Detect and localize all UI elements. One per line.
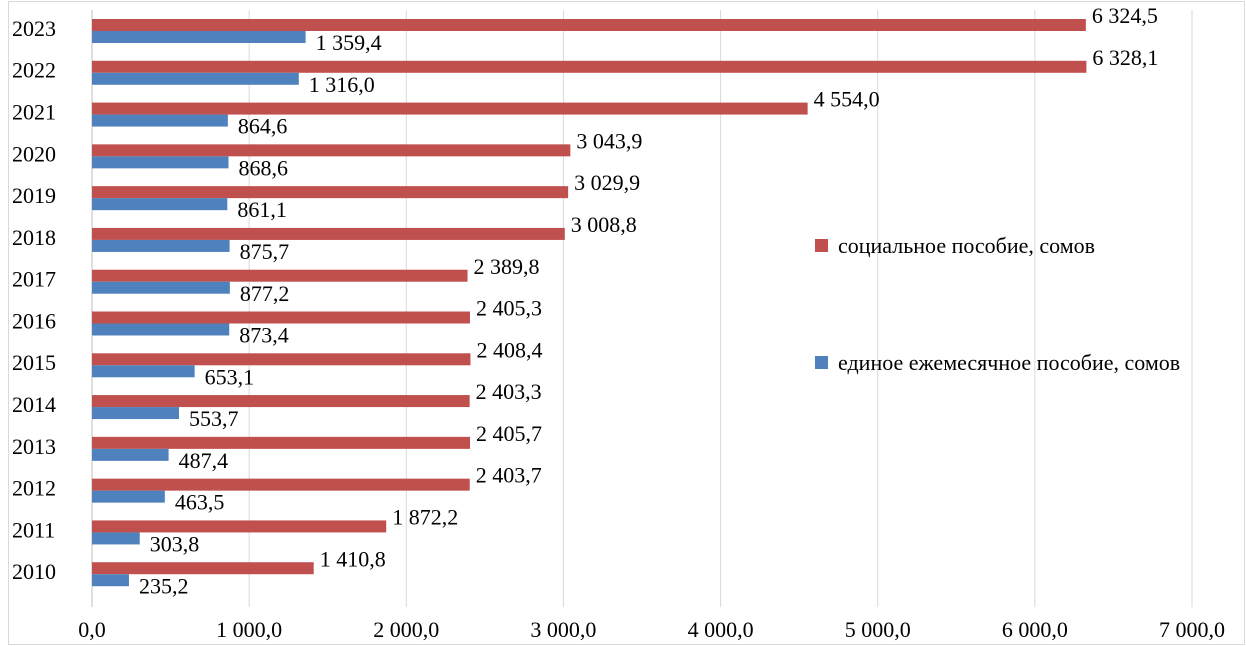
bar [92, 365, 195, 378]
y-tick-label: 2020 [12, 141, 56, 166]
data-label: 868,6 [238, 155, 288, 180]
bar [92, 478, 470, 491]
y-tick-label: 2022 [12, 58, 56, 83]
data-label: 864,6 [238, 114, 288, 139]
x-tick-label: 0,0 [78, 617, 106, 642]
x-tick-label: 6 000,0 [1002, 617, 1068, 642]
bar [92, 102, 808, 115]
y-tick-label: 2014 [12, 392, 56, 417]
x-tick-label: 1 000,0 [216, 617, 282, 642]
data-label: 3 029,9 [574, 170, 640, 195]
y-tick-label: 2011 [12, 517, 55, 542]
data-label: 2 408,4 [476, 337, 542, 362]
bar [92, 323, 230, 336]
data-label: 873,4 [239, 323, 289, 348]
data-label: 3 043,9 [576, 128, 642, 153]
bar [92, 490, 165, 503]
data-label: 653,1 [205, 364, 255, 389]
y-tick-label: 2017 [12, 267, 56, 292]
legend-item: социальное пособие, сомов [815, 230, 1235, 262]
data-label: 861,1 [237, 197, 287, 222]
data-label: 6 324,5 [1092, 3, 1158, 28]
data-label: 1 316,0 [309, 72, 375, 97]
data-label: 487,4 [179, 448, 229, 473]
y-tick-label: 2012 [12, 476, 56, 501]
data-label: 2 389,8 [474, 254, 540, 279]
bar [92, 562, 314, 575]
frame [8, 1, 1245, 645]
bar [92, 114, 228, 127]
data-label: 235,2 [139, 573, 189, 598]
bar [92, 156, 229, 169]
bar [92, 448, 169, 461]
data-label: 2 405,3 [476, 296, 542, 321]
y-tick-label: 2023 [12, 16, 56, 41]
data-label: 6 328,1 [1092, 45, 1158, 70]
data-label: 463,5 [175, 490, 225, 515]
data-label: 553,7 [189, 406, 239, 431]
data-label: 877,2 [240, 281, 289, 306]
y-tick-label: 2016 [12, 308, 56, 333]
bar [92, 311, 470, 324]
bar [92, 353, 471, 366]
data-label: 2 405,7 [476, 421, 542, 446]
x-tick-label: 7 000,0 [1159, 617, 1225, 642]
legend-label: единое ежемесячное пособие, сомов [838, 350, 1181, 375]
data-label: 2 403,3 [476, 379, 542, 404]
legend-label: социальное пособие, сомов [838, 233, 1096, 258]
x-tick-label: 4 000,0 [688, 617, 754, 642]
bar [92, 574, 129, 587]
data-label: 303,8 [150, 531, 200, 556]
bar [92, 407, 180, 420]
y-tick-label: 2013 [12, 434, 56, 459]
bar [92, 19, 1086, 31]
data-label: 1 872,2 [392, 504, 458, 529]
bar [92, 144, 571, 157]
y-tick-label: 2010 [12, 559, 56, 584]
y-tick-label: 2015 [12, 350, 56, 375]
bar [92, 532, 140, 545]
bar [92, 281, 230, 294]
legend-swatch [815, 356, 828, 369]
bar [92, 72, 299, 85]
data-label: 1 359,4 [316, 30, 382, 55]
bar [92, 436, 471, 449]
x-tick-label: 3 000,0 [530, 617, 596, 642]
bar [92, 520, 387, 533]
x-tick-label: 2 000,0 [373, 617, 439, 642]
bar [92, 186, 569, 199]
data-label: 4 554,0 [814, 87, 880, 112]
x-tick-label: 5 000,0 [845, 617, 911, 642]
data-label: 1 410,8 [320, 546, 386, 571]
y-tick-label: 2021 [12, 100, 56, 125]
data-label: 3 008,8 [571, 212, 637, 237]
bar [92, 269, 468, 282]
bar [92, 31, 306, 43]
y-tick-label: 2019 [12, 183, 56, 208]
bar [92, 239, 230, 252]
data-label: 875,7 [240, 239, 289, 264]
legend-item: единое ежемесячное пособие, сомов [815, 347, 1235, 379]
bar [92, 198, 228, 211]
bar [92, 60, 1087, 73]
legend-swatch [815, 239, 828, 252]
bar [92, 395, 470, 408]
y-tick-label: 2018 [12, 225, 56, 250]
bar [92, 227, 565, 240]
data-label: 2 403,7 [476, 463, 542, 488]
